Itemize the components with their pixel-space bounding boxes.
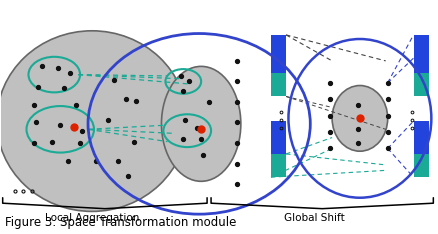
Bar [271,73,286,96]
Ellipse shape [332,86,388,151]
Text: Global Shift: Global Shift [284,213,345,223]
Bar [414,73,429,96]
Bar [414,154,429,177]
Text: Local Aggregation: Local Aggregation [45,213,139,223]
Bar [271,35,286,73]
Bar [414,121,429,154]
Ellipse shape [162,66,241,181]
Text: Figure 3: Space Transformation module: Figure 3: Space Transformation module [5,216,237,229]
Bar [271,154,286,177]
Bar [414,35,429,73]
Ellipse shape [0,31,187,211]
Bar [271,121,286,154]
